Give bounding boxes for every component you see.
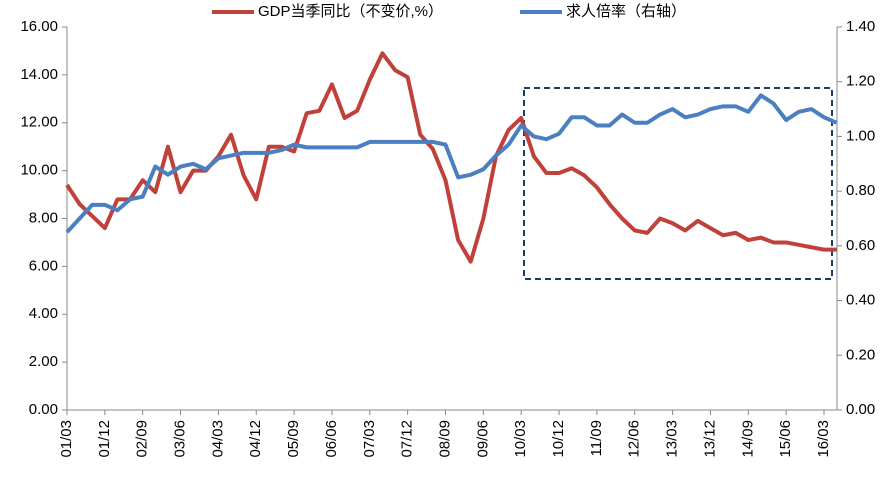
x-tick-label: 13/12	[701, 420, 718, 458]
x-tick-label: 04/12	[247, 420, 264, 458]
legend-label: 求人倍率（右轴）	[566, 3, 686, 20]
y2-tick-label: 0.20	[846, 346, 875, 363]
x-tick-label: 11/09	[588, 420, 605, 456]
y2-tick-label: 1.00	[846, 127, 875, 144]
x-tick-label: 13/03	[664, 420, 681, 458]
y2-tick-label: 1.20	[846, 73, 875, 90]
y-tick-label: 8.00	[29, 209, 58, 226]
y-tick-label: 2.00	[29, 353, 58, 370]
x-tick-label: 02/09	[134, 420, 151, 458]
x-tick-label: 12/06	[626, 420, 643, 458]
series-line	[65, 51, 837, 264]
x-tick-label: 08/09	[436, 420, 453, 458]
x-tick-label: 10/03	[512, 420, 529, 458]
y2-tick-label: 0.60	[846, 237, 875, 254]
x-tick-label: 10/12	[550, 420, 567, 458]
x-tick-label: 04/03	[209, 420, 226, 458]
x-tick-label: 01/12	[96, 420, 113, 458]
y-tick-label: 12.00	[20, 114, 58, 131]
x-tick-label: 09/06	[474, 420, 491, 458]
y2-tick-label: 0.80	[846, 182, 875, 199]
x-tick-label: 07/03	[361, 420, 378, 458]
legend-label: GDP当季同比（不变价,%）	[258, 3, 443, 20]
x-tick-label: 03/06	[172, 420, 189, 458]
x-tick-label: 15/06	[777, 420, 794, 458]
y-tick-label: 14.00	[20, 66, 58, 83]
x-tick-label: 16/03	[815, 420, 832, 458]
y-tick-label: 16.00	[20, 18, 58, 35]
x-tick-label: 05/09	[285, 420, 302, 458]
y-tick-label: 6.00	[29, 257, 58, 274]
y-tick-label: 0.00	[29, 401, 58, 418]
highlight-box	[523, 87, 833, 280]
y2-tick-label: 1.40	[846, 18, 875, 35]
x-tick-label: 14/09	[739, 420, 756, 458]
y-tick-label: 10.00	[20, 162, 58, 179]
y2-tick-label: 0.40	[846, 292, 875, 309]
y2-tick-label: 0.00	[846, 401, 875, 418]
x-tick-label: 07/12	[399, 420, 416, 458]
series-line	[65, 93, 838, 234]
y-tick-label: 4.00	[29, 305, 58, 322]
x-tick-label: 01/03	[58, 420, 75, 458]
x-tick-label: 06/06	[323, 420, 340, 458]
